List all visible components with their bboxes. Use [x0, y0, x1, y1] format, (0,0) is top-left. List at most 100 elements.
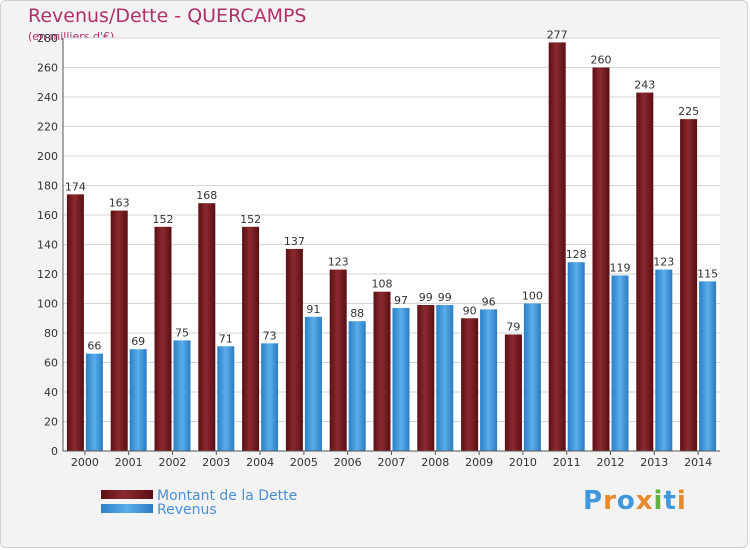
bar-dette: [636, 92, 654, 451]
y-tick-label: 0: [51, 445, 58, 458]
bar-dette: [154, 226, 172, 451]
y-tick-label: 120: [37, 268, 58, 281]
x-tick-label: 2007: [378, 456, 406, 469]
data-label: 99: [438, 291, 452, 304]
bar-dette: [504, 334, 522, 451]
data-label: 163: [109, 197, 130, 210]
bar-dette: [461, 318, 479, 451]
bar-revenus: [392, 307, 410, 451]
bar-dette: [329, 269, 347, 451]
bars: 174 66 163 69 152 75 168 71 152 73 137 91 123 88 10897…: [65, 28, 718, 452]
x-tick-label: 2005: [290, 456, 318, 469]
data-label: 137: [284, 235, 305, 248]
x-tick-label: 2001: [115, 456, 143, 469]
data-label: 108: [372, 278, 393, 291]
y-tick-label: 240: [37, 91, 58, 104]
grid-lines: [63, 37, 720, 452]
data-label: 97: [394, 294, 408, 307]
data-label: 123: [653, 256, 674, 269]
data-label: 75: [175, 326, 189, 339]
data-label: 88: [350, 307, 364, 320]
y-tick-label: 20: [44, 416, 58, 429]
x-tick-label: 2006: [334, 456, 362, 469]
data-label: 277: [547, 28, 568, 41]
chart-title: Revenus/Dette - QUERCAMPS: [28, 5, 307, 27]
data-label: 96: [482, 295, 496, 308]
x-tick-label: 2000: [71, 456, 99, 469]
data-label: 91: [306, 303, 320, 316]
bar-dette: [548, 42, 566, 452]
data-label: 66: [87, 340, 101, 353]
data-label: 119: [610, 261, 631, 274]
x-tick-label: 2004: [246, 456, 274, 469]
bar-revenus: [173, 340, 191, 451]
bar-dette: [198, 203, 216, 451]
bar-revenus: [304, 316, 322, 451]
bar-revenus: [85, 353, 103, 451]
data-label: 115: [697, 267, 718, 280]
bar-revenus: [129, 349, 147, 451]
data-label: 174: [65, 180, 86, 193]
x-tick-label: 2009: [465, 456, 493, 469]
data-label: 168: [196, 189, 217, 202]
axes: 0 20 40 60 80 100 120 140 160 180 200 220 240 260 280 2…: [37, 32, 720, 469]
bar-revenus: [655, 269, 673, 451]
data-label: 69: [131, 335, 145, 348]
data-label: 90: [463, 304, 477, 317]
data-label: 128: [566, 248, 587, 261]
data-label: 123: [328, 256, 349, 269]
bar-dette: [592, 67, 610, 451]
bar-revenus: [699, 281, 717, 451]
y-tick-label: 100: [37, 298, 58, 311]
x-tick-label: 2003: [202, 456, 230, 469]
bar-dette: [285, 248, 303, 451]
proxiti-logo: Proxiti: [583, 486, 687, 516]
y-tick-label: 180: [37, 180, 58, 193]
x-tick-label: 2013: [640, 456, 668, 469]
bar-revenus: [348, 321, 366, 451]
y-tick-label: 200: [37, 150, 58, 163]
bar-revenus: [567, 262, 585, 451]
legend-label: Revenus: [157, 502, 217, 518]
data-label: 99: [419, 291, 433, 304]
data-label: 225: [678, 105, 699, 118]
x-tick-label: 2010: [509, 456, 537, 469]
bar-dette: [680, 119, 698, 451]
x-tick-label: 2012: [597, 456, 625, 469]
y-tick-label: 280: [37, 32, 58, 45]
data-label: 260: [591, 54, 612, 67]
data-label: 152: [240, 213, 261, 226]
legend-swatch: [101, 490, 153, 499]
bar-dette: [66, 194, 84, 451]
data-label: 243: [634, 79, 655, 92]
x-tick-label: 2014: [684, 456, 712, 469]
legend-swatch: [101, 504, 153, 513]
x-tick-label: 2011: [553, 456, 581, 469]
bar-revenus: [217, 346, 235, 451]
y-tick-label: 140: [37, 239, 58, 252]
data-label: 100: [522, 290, 543, 303]
y-tick-label: 60: [44, 357, 58, 370]
bar-revenus: [261, 343, 279, 451]
bar-dette: [110, 210, 128, 451]
bar-revenus: [480, 309, 498, 451]
y-tick-label: 260: [37, 62, 58, 75]
bar-dette: [417, 304, 435, 451]
bar-dette: [242, 226, 260, 451]
y-tick-label: 80: [44, 327, 58, 340]
data-label: 73: [263, 329, 277, 342]
bar-dette: [373, 291, 391, 451]
data-label: 152: [153, 213, 174, 226]
y-tick-label: 220: [37, 121, 58, 134]
legend-label: Montant de la Dette: [157, 488, 297, 504]
bar-revenus: [523, 303, 541, 451]
data-label: 71: [219, 332, 233, 345]
x-tick-label: 2002: [159, 456, 187, 469]
y-tick-label: 40: [44, 386, 58, 399]
bar-revenus: [611, 275, 629, 451]
y-tick-label: 160: [37, 209, 58, 222]
data-label: 79: [506, 320, 520, 333]
